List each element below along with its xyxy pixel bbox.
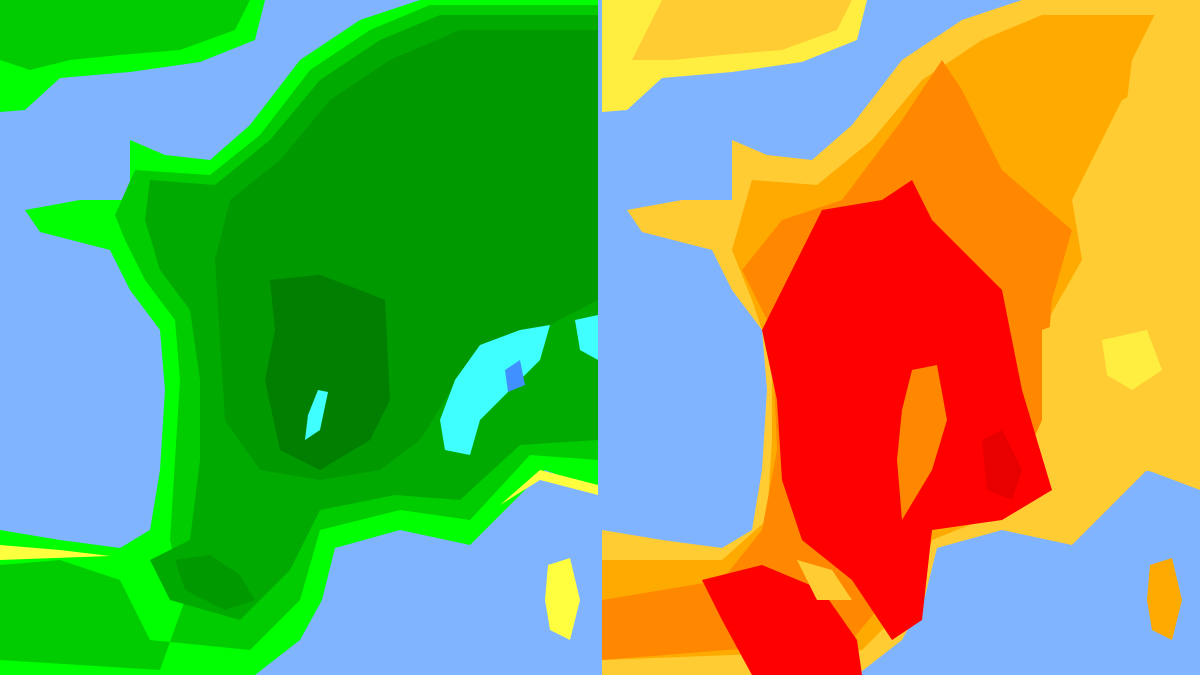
coast-yellow [0, 545, 110, 560]
alps-peak [505, 360, 525, 392]
right-map-panel [602, 0, 1200, 675]
massif-central-spot [305, 390, 328, 440]
alps-zone [1042, 290, 1200, 480]
zone-level-6 [265, 275, 390, 470]
england-inner [0, 0, 250, 70]
left-map-panel [0, 0, 598, 675]
pyrenees-zone [175, 555, 255, 610]
left-map [0, 0, 598, 675]
england-inner [602, 0, 852, 60]
coast-yellow-east [500, 470, 598, 505]
right-map [602, 0, 1200, 675]
alps-peak-zone [1102, 330, 1162, 390]
alps-zone [440, 325, 550, 455]
massif-central-zone [897, 365, 947, 520]
alps-east-zone [575, 315, 598, 360]
northeast-zone [1122, 0, 1200, 250]
zone-level-6 [982, 430, 1022, 500]
panel-divider [598, 0, 602, 675]
pyrenees-zone [797, 560, 852, 600]
